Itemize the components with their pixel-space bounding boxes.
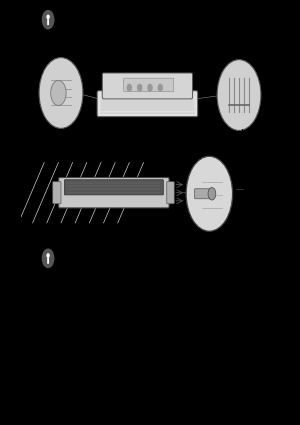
FancyBboxPatch shape — [167, 181, 174, 204]
Circle shape — [148, 85, 152, 91]
Text: To prevent damage to the DCP from static electricity, do not
touch the electrode: To prevent damage to the DCP from static… — [65, 48, 300, 68]
Text: Hold down the lock lever on the right and pull the toner cartridge
out of the dr: Hold down the lock lever on the right an… — [64, 129, 300, 149]
Text: ■: ■ — [44, 48, 52, 57]
Circle shape — [47, 254, 49, 257]
FancyBboxPatch shape — [97, 91, 198, 117]
Circle shape — [186, 156, 232, 231]
FancyBboxPatch shape — [53, 181, 61, 204]
Circle shape — [208, 187, 216, 200]
Text: Caution: Caution — [66, 15, 107, 24]
FancyBboxPatch shape — [47, 19, 49, 25]
FancyBboxPatch shape — [59, 178, 169, 208]
Text: Caution: Caution — [66, 254, 107, 263]
FancyBboxPatch shape — [124, 78, 174, 92]
Circle shape — [138, 85, 142, 91]
Circle shape — [47, 15, 49, 19]
Text: 2: 2 — [43, 129, 52, 143]
FancyBboxPatch shape — [47, 258, 49, 264]
Circle shape — [42, 11, 54, 29]
Text: ■: ■ — [44, 29, 52, 38]
Text: Handle the toner cartridge carefully. If toner scatters on your hands
or clothes: Handle the toner cartridge carefully. If… — [42, 270, 300, 290]
Text: Lock Lever: Lock Lever — [248, 187, 282, 192]
Circle shape — [42, 249, 54, 267]
FancyBboxPatch shape — [64, 180, 164, 195]
FancyBboxPatch shape — [102, 73, 193, 99]
FancyBboxPatch shape — [195, 189, 211, 199]
Text: Place the drum unit on a drop cloth or large piece of disposable
paper to avoid : Place the drum unit on a drop cloth or l… — [65, 29, 300, 49]
Circle shape — [127, 85, 131, 91]
Circle shape — [158, 85, 162, 91]
Circle shape — [51, 80, 66, 105]
Circle shape — [217, 60, 261, 130]
Circle shape — [39, 57, 83, 128]
